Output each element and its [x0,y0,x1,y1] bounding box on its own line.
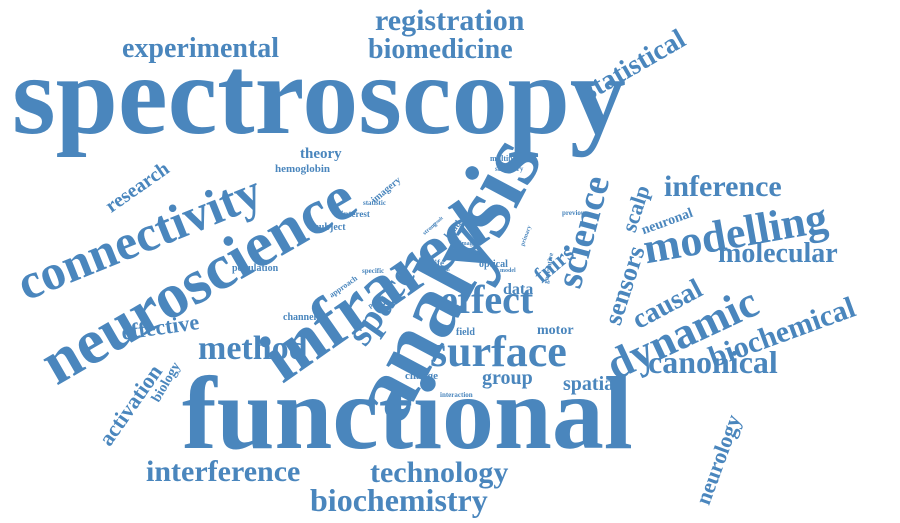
word-change: change [405,370,438,382]
word-biochemistry: biochemistry [310,482,488,518]
word-effect: effect [440,277,534,322]
word-statistic: statistic [363,199,386,207]
word-summary: summary [495,165,524,173]
word-channel: channel [283,312,317,323]
word-data: data [503,281,534,298]
word-optical: optical [479,259,508,270]
word-interference: interference [146,455,301,488]
word-molecular: molecular [718,238,838,269]
word-life: life [432,258,444,268]
word-surface: surface [430,327,567,376]
word-technology: technology [370,456,509,489]
word-activation: activation [93,359,168,451]
word-biomedicine: biomedicine [368,34,513,65]
word-interest: interest [341,209,370,219]
word-group: group [482,367,533,389]
word-multiple: multiple [490,154,519,163]
word-method: method [198,330,308,367]
word-neurology: neurology [690,411,746,508]
word-inference: inference [664,170,782,203]
word-field: field [456,327,475,338]
word-motor: motor [537,323,574,338]
word-population: population [232,263,279,274]
word-experimental: experimental [122,33,280,64]
word-spectroscopy: spectroscopy [12,34,626,158]
word-specific: specific [362,267,385,275]
word-interaction: interaction [440,391,473,399]
word-registration: registration [375,4,525,37]
word-spatial: spatial [563,373,620,395]
word-canonical: canonical [648,344,778,380]
word-functional: functional [182,356,633,471]
word-infer: infer [468,249,483,257]
word-image: image [460,241,476,247]
word-theory: theory [300,146,342,162]
word-hemoglobin: hemoglobin [275,163,331,175]
word-brain: brain [438,268,450,273]
word-previous: previous [562,209,588,217]
word-model: model [500,268,516,274]
word-subject: subject [315,222,346,233]
